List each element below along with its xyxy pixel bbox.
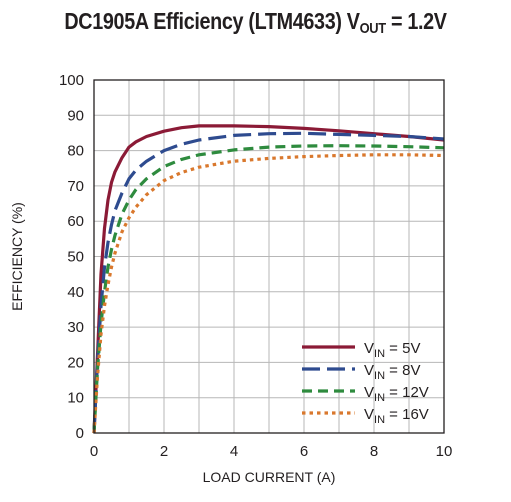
chart-title: DC1905A Efficiency (LTM4633) VOUT = 1.2V <box>36 8 475 37</box>
x-tick-label: 8 <box>370 443 378 460</box>
y-tick-label: 70 <box>67 178 84 195</box>
y-tick-label: 50 <box>67 249 84 266</box>
series-line <box>92 124 445 434</box>
x-tick-label: 6 <box>300 443 308 460</box>
y-tick-label: 60 <box>67 213 84 230</box>
series-lines <box>92 124 445 434</box>
y-tick-label: 100 <box>59 72 84 89</box>
y-tick-label: 0 <box>76 425 84 442</box>
series-line <box>92 144 445 434</box>
y-tick-label: 10 <box>67 390 84 407</box>
legend-entry-label: VIN = 12V <box>364 384 429 404</box>
series-line <box>92 131 445 434</box>
chart-title-suffix: = 1.2V <box>385 8 447 34</box>
x-axis-label: LOAD CURRENT (A) <box>203 469 336 485</box>
chart-title-subscript: OUT <box>359 20 387 37</box>
plot-frame <box>93 79 445 434</box>
legend-entry-label: VIN = 16V <box>364 406 429 426</box>
x-tick-label: 0 <box>90 443 98 460</box>
y-tick-label: 40 <box>67 284 84 301</box>
x-tick-label: 2 <box>160 443 168 460</box>
legend-entry-label: VIN = 8V <box>364 362 420 382</box>
y-tick-label: 80 <box>67 143 84 160</box>
grid <box>94 80 444 433</box>
chart-title-prefix: DC1905A Efficiency (LTM4633) V <box>64 8 360 34</box>
y-tick-label: 30 <box>67 319 84 336</box>
legend-entry-label: VIN = 5V <box>364 340 420 360</box>
y-tick-label: 20 <box>67 354 84 371</box>
y-tick-label: 90 <box>67 107 84 124</box>
y-axis-label: EFFICIENCY (%) <box>9 202 25 311</box>
x-tick-label: 10 <box>436 443 453 460</box>
series-line <box>92 153 445 434</box>
x-tick-label: 4 <box>230 443 238 460</box>
